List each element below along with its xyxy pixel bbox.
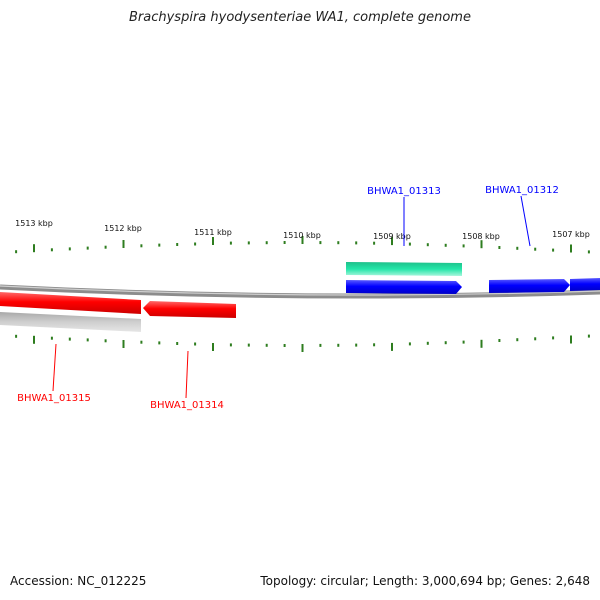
scale-label-1508: 1508 kbp [462, 232, 500, 241]
map-title: Brachyspira hyodysenteriae WA1, complete… [129, 10, 471, 25]
gene-bhwa1-01314[interactable] [143, 301, 236, 318]
label-connector-bhwa1-01312 [520, 195, 531, 247]
topology-text: Topology: circular; Length: 3,000,694 bp… [260, 574, 590, 588]
genome-backbone [0, 284, 600, 299]
gene-bhwa1-01312[interactable] [489, 279, 570, 293]
scale-label-1511: 1511 kbp [194, 228, 232, 237]
gene-label-bhwa1-01315[interactable]: BHWA1_01315 [17, 393, 91, 404]
gene-label-bhwa1-01312[interactable]: BHWA1_01312 [485, 185, 559, 196]
scale-label-1513: 1513 kbp [15, 219, 53, 228]
gene-label-bhwa1-01313[interactable]: BHWA1_01313 [367, 186, 441, 197]
gene-bhwa1-01315[interactable] [0, 292, 141, 314]
scale-label-1507: 1507 kbp [552, 230, 590, 239]
scale-label-1512: 1512 kbp [104, 224, 142, 233]
accession-text: Accession: NC_012225 [10, 574, 147, 588]
pseudo-feature[interactable] [0, 312, 141, 332]
rna-feature[interactable] [346, 262, 462, 276]
label-connector-bhwa1-01314 [185, 350, 189, 399]
gene-label-bhwa1-01314[interactable]: BHWA1_01314 [150, 400, 224, 411]
scale-label-1510: 1510 kbp [283, 231, 321, 240]
label-connector-bhwa1-01315 [52, 343, 57, 392]
scale-ticks-outer [15, 236, 590, 254]
genome-backbone-highlight [0, 285, 600, 296]
gene-next-forward[interactable] [570, 278, 600, 291]
scale-label-1509: 1509 kbp [373, 232, 411, 241]
scale-ticks-inner [15, 334, 590, 352]
gene-bhwa1-01313[interactable] [346, 280, 462, 294]
